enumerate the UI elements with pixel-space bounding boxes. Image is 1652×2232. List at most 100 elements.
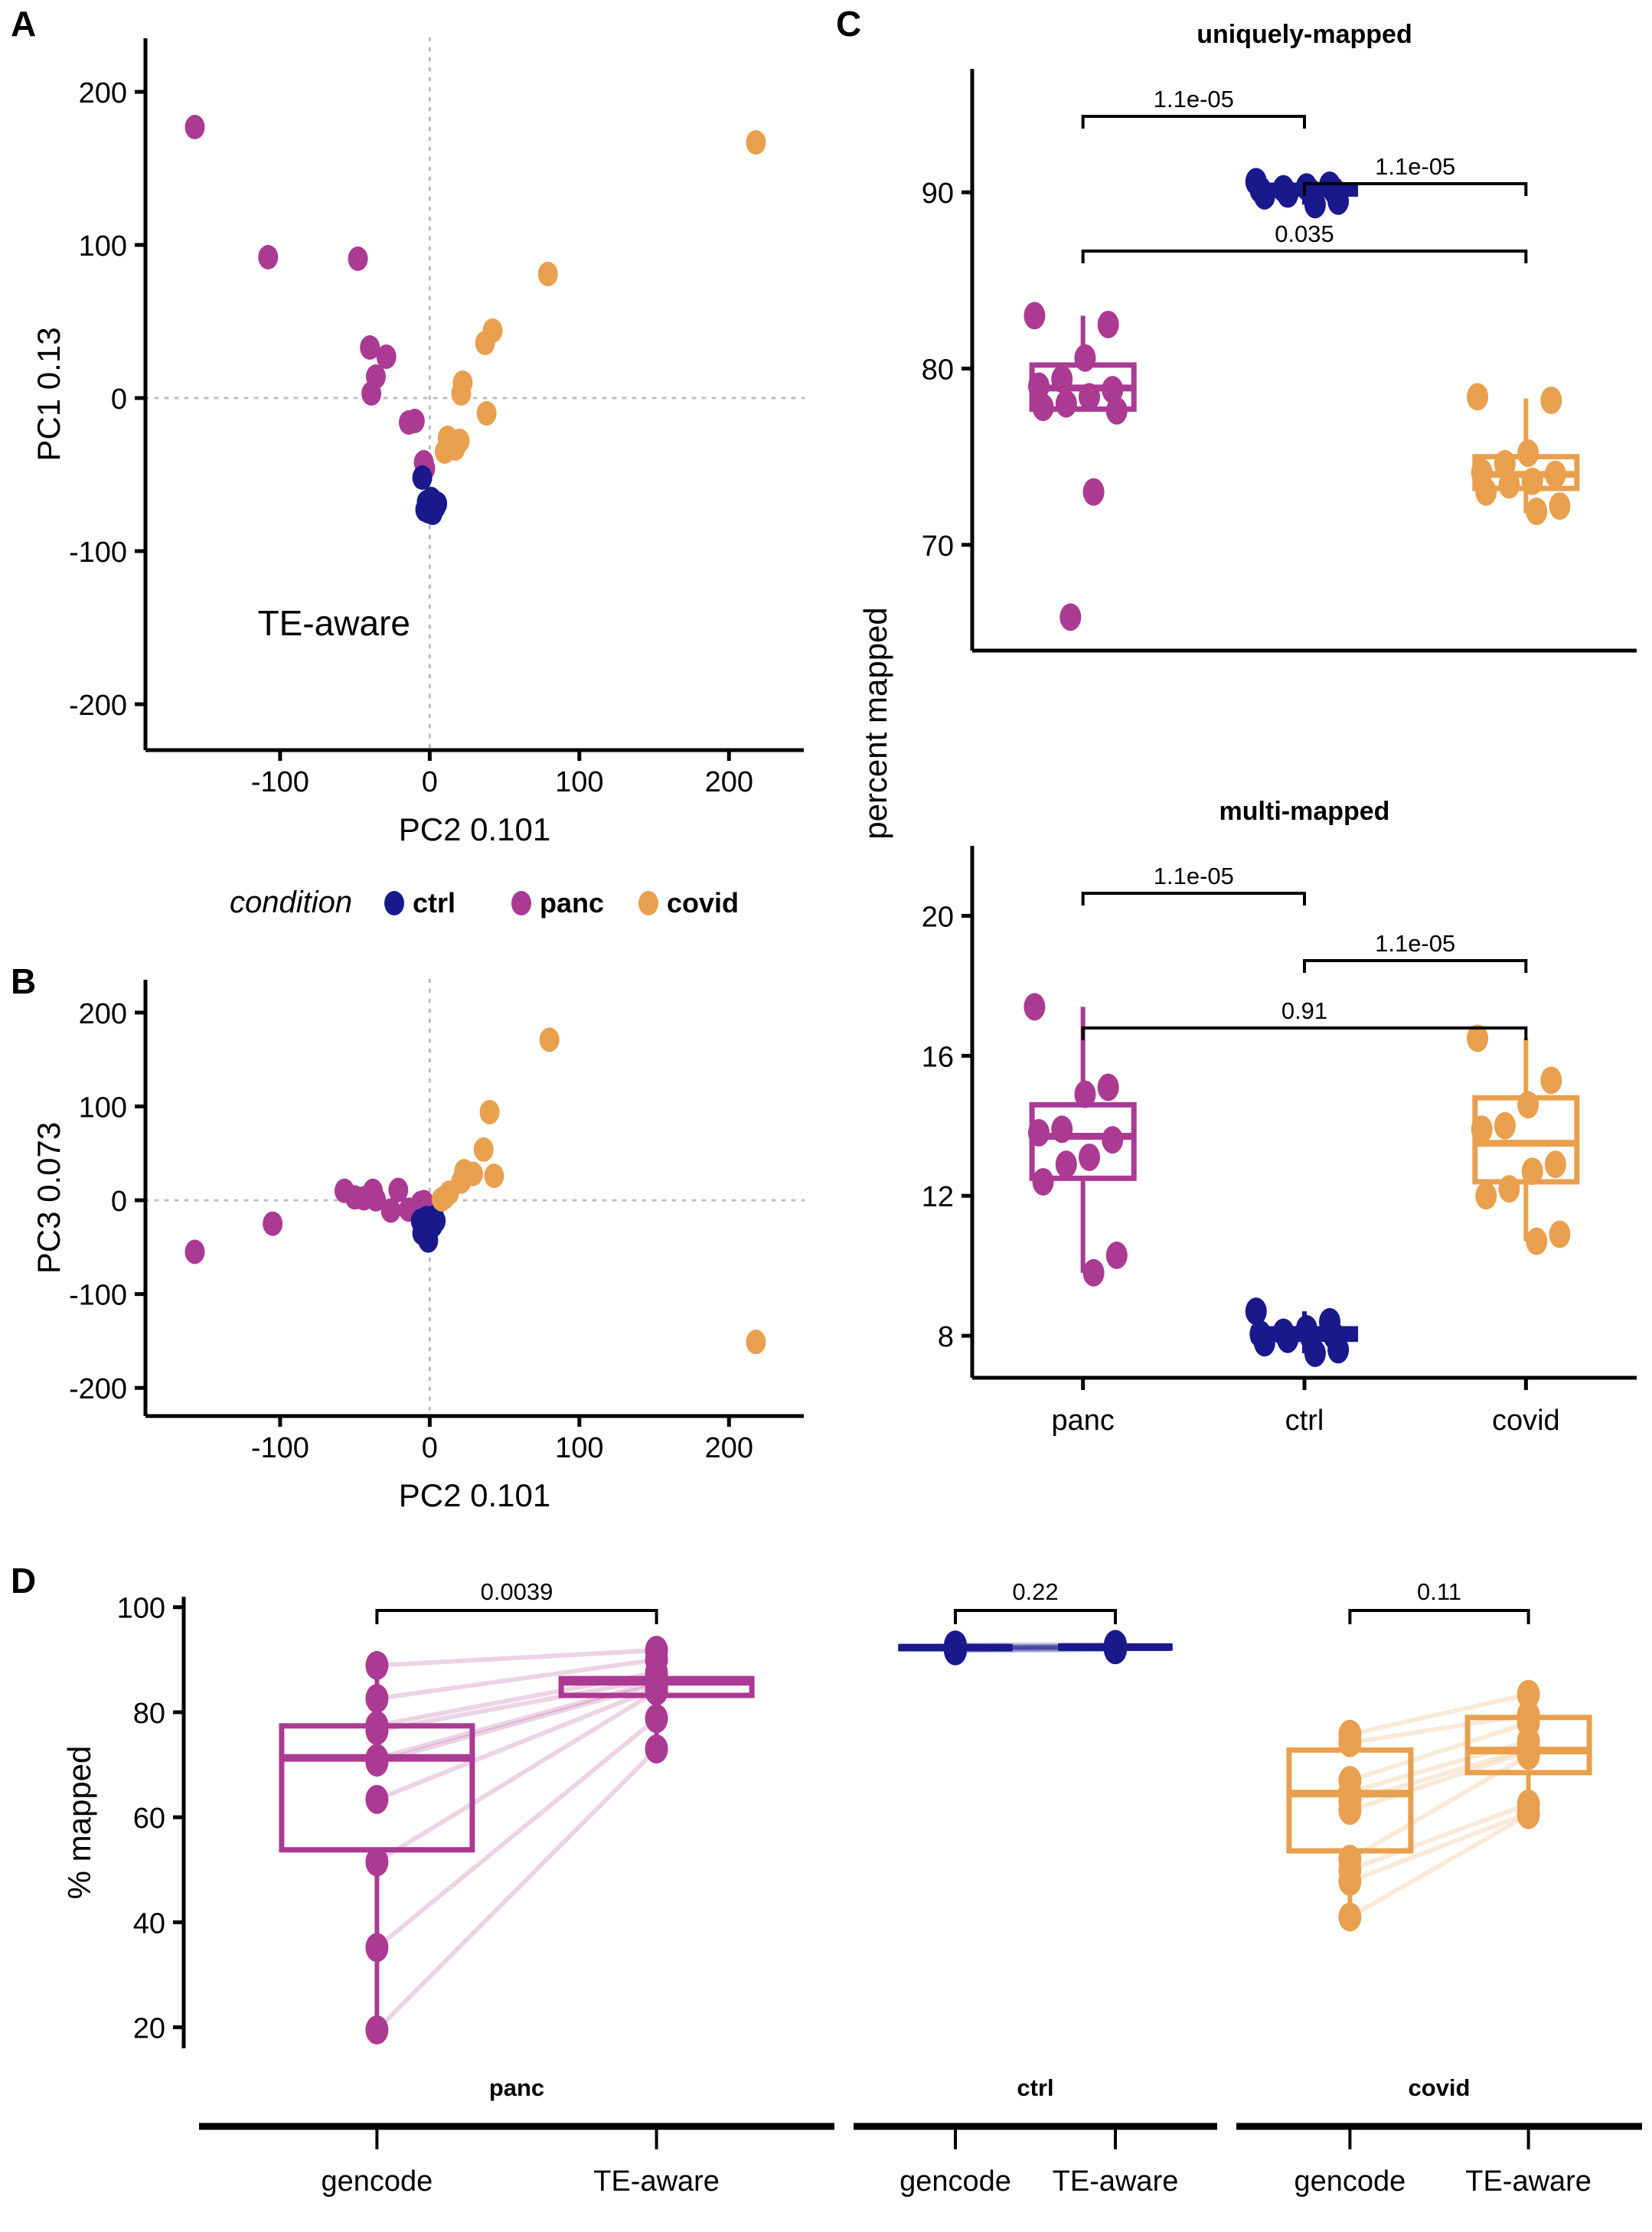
panel-a-scatter: -200 -100 0 100 200 -100 0 100 200 PC2 0.101 PC1 0… (31, 37, 805, 919)
y-tick-label: 0 (111, 1186, 127, 1218)
data-point (366, 1186, 386, 1212)
y-axis-title: % mapped (61, 1746, 97, 1900)
y-tick-label: -200 (69, 690, 127, 722)
jitter-point (1521, 467, 1543, 495)
data-point (263, 1211, 283, 1236)
data-point (184, 1239, 205, 1264)
pair-line (377, 1647, 657, 1668)
panel-b-scatter: -200 -100 0 100 200 -100 0 100 200 PC2 0.101 PC3 0… (31, 978, 805, 1513)
boxplot-ctrl-gencode (898, 1630, 1013, 1666)
boxplot-covid-TE-aware (1464, 1679, 1592, 1829)
jitter-point (1517, 1741, 1540, 1770)
significance-bracket: 1.1e-05 (1303, 930, 1528, 973)
jitter-point (1549, 1220, 1571, 1248)
data-point (418, 1228, 439, 1253)
plot-area: -200 -100 0 100 200 -100 0 100 200 (69, 37, 805, 798)
pair-line (1349, 1692, 1530, 1737)
jitter-point (1526, 498, 1548, 526)
pair-line (1349, 1810, 1530, 1884)
y-tick-label: 40 (133, 1907, 165, 1940)
data-point (388, 1177, 409, 1202)
legend-title: condition (230, 886, 352, 919)
jitter-point (1338, 1796, 1362, 1826)
jitter-point (1467, 383, 1489, 411)
jitter-point (1498, 471, 1520, 499)
pair-line (375, 1747, 658, 2032)
jitter-point (1028, 372, 1050, 400)
jitter-point (1517, 439, 1539, 468)
jitter-point (1097, 1073, 1119, 1101)
y-axis-title: percent mapped (857, 607, 893, 840)
x-tick-label-TE-aware: TE-aware (1053, 2165, 1179, 2198)
data-point (537, 262, 558, 286)
y-tick-label: 0 (111, 383, 127, 416)
panel-c-letter: C (836, 4, 862, 44)
series-ctrl (412, 465, 448, 525)
p-value-label: 0.11 (1417, 1578, 1461, 1605)
y-tick-label: 100 (117, 1593, 165, 1625)
jitter-point (1521, 1157, 1543, 1186)
jitter-point (1253, 1329, 1275, 1357)
boxplot-ctrl (1245, 168, 1359, 219)
data-point (423, 501, 443, 525)
jitter-point (1059, 603, 1082, 631)
jitter-point (1032, 393, 1054, 422)
y-tick-label: 12 (922, 1181, 954, 1213)
boxplot-covid (1467, 1024, 1580, 1255)
significance-bracket: 0.11 (1348, 1578, 1530, 1624)
legend-label-ctrl: ctrl (413, 887, 455, 919)
x-tick-label-gencode: gencode (321, 2165, 433, 2198)
pair-lines (1348, 1692, 1530, 1920)
p-value-label: 1.1e-05 (1375, 153, 1455, 180)
x-tick-label: 100 (555, 766, 603, 798)
y-axis-title: PC3 0.073 (31, 1122, 67, 1274)
strip-label-ctrl: ctrl (1017, 2074, 1053, 2101)
y-tick-label: -200 (69, 1373, 127, 1405)
x-tick-label: 100 (555, 1432, 603, 1464)
x-tick-label: -100 (251, 1432, 309, 1464)
bracket-path (1081, 115, 1306, 129)
bracket-path (375, 1609, 658, 1624)
boxplot-panc-TE-aware (558, 1635, 755, 1764)
jitter-point (1544, 1150, 1566, 1179)
x-tick-label-panc: panc (1051, 1405, 1114, 1437)
data-point (475, 331, 495, 355)
legend-swatch-ctrl (384, 891, 404, 915)
series-panc (184, 1177, 434, 1264)
jitter-point (365, 1933, 389, 1963)
pair-line (375, 1689, 658, 1865)
x-tick-label: 0 (422, 766, 438, 798)
jitter-point (1074, 1080, 1096, 1108)
jitter-point (1494, 449, 1516, 478)
y-tick-label: 60 (133, 1803, 165, 1835)
y-tick-label: 200 (79, 998, 127, 1030)
jitter-point (1079, 383, 1101, 411)
facet-title: multi-mapped (1219, 797, 1390, 826)
jitter-point (1074, 344, 1096, 372)
bracket-path (1303, 959, 1528, 973)
y-tick-label: 80 (133, 1698, 165, 1730)
jitter-point (1055, 1150, 1077, 1179)
facet-panelC_uniquely: uniquely-mapped 70 80 90 1.1e-05 1.1e-05 0.035 (922, 20, 1637, 653)
jitter-point (1304, 1339, 1326, 1367)
jitter-point (1517, 1800, 1540, 1829)
plot-annotation: TE-aware (258, 603, 410, 643)
jitter-point (1475, 478, 1497, 506)
y-axis-title: PC1 0.13 (31, 327, 67, 461)
significance-bracket: 0.0039 (375, 1578, 658, 1624)
significance-bracket: 0.91 (1081, 997, 1528, 1040)
jitter-point (1024, 302, 1046, 330)
jitter-point (645, 1704, 668, 1734)
x-tick-label: 200 (705, 1432, 753, 1464)
data-point (746, 130, 766, 155)
jitter-point (1253, 181, 1275, 210)
y-tick-label: 80 (922, 354, 954, 387)
pair-line (375, 1716, 658, 1950)
series-covid (434, 130, 766, 464)
jitter-point (1032, 1167, 1054, 1196)
jitter-point (1277, 180, 1299, 208)
data-point (476, 401, 497, 426)
data-point (360, 335, 380, 360)
strip-label-covid: covid (1409, 2074, 1471, 2101)
data-point (348, 246, 368, 271)
